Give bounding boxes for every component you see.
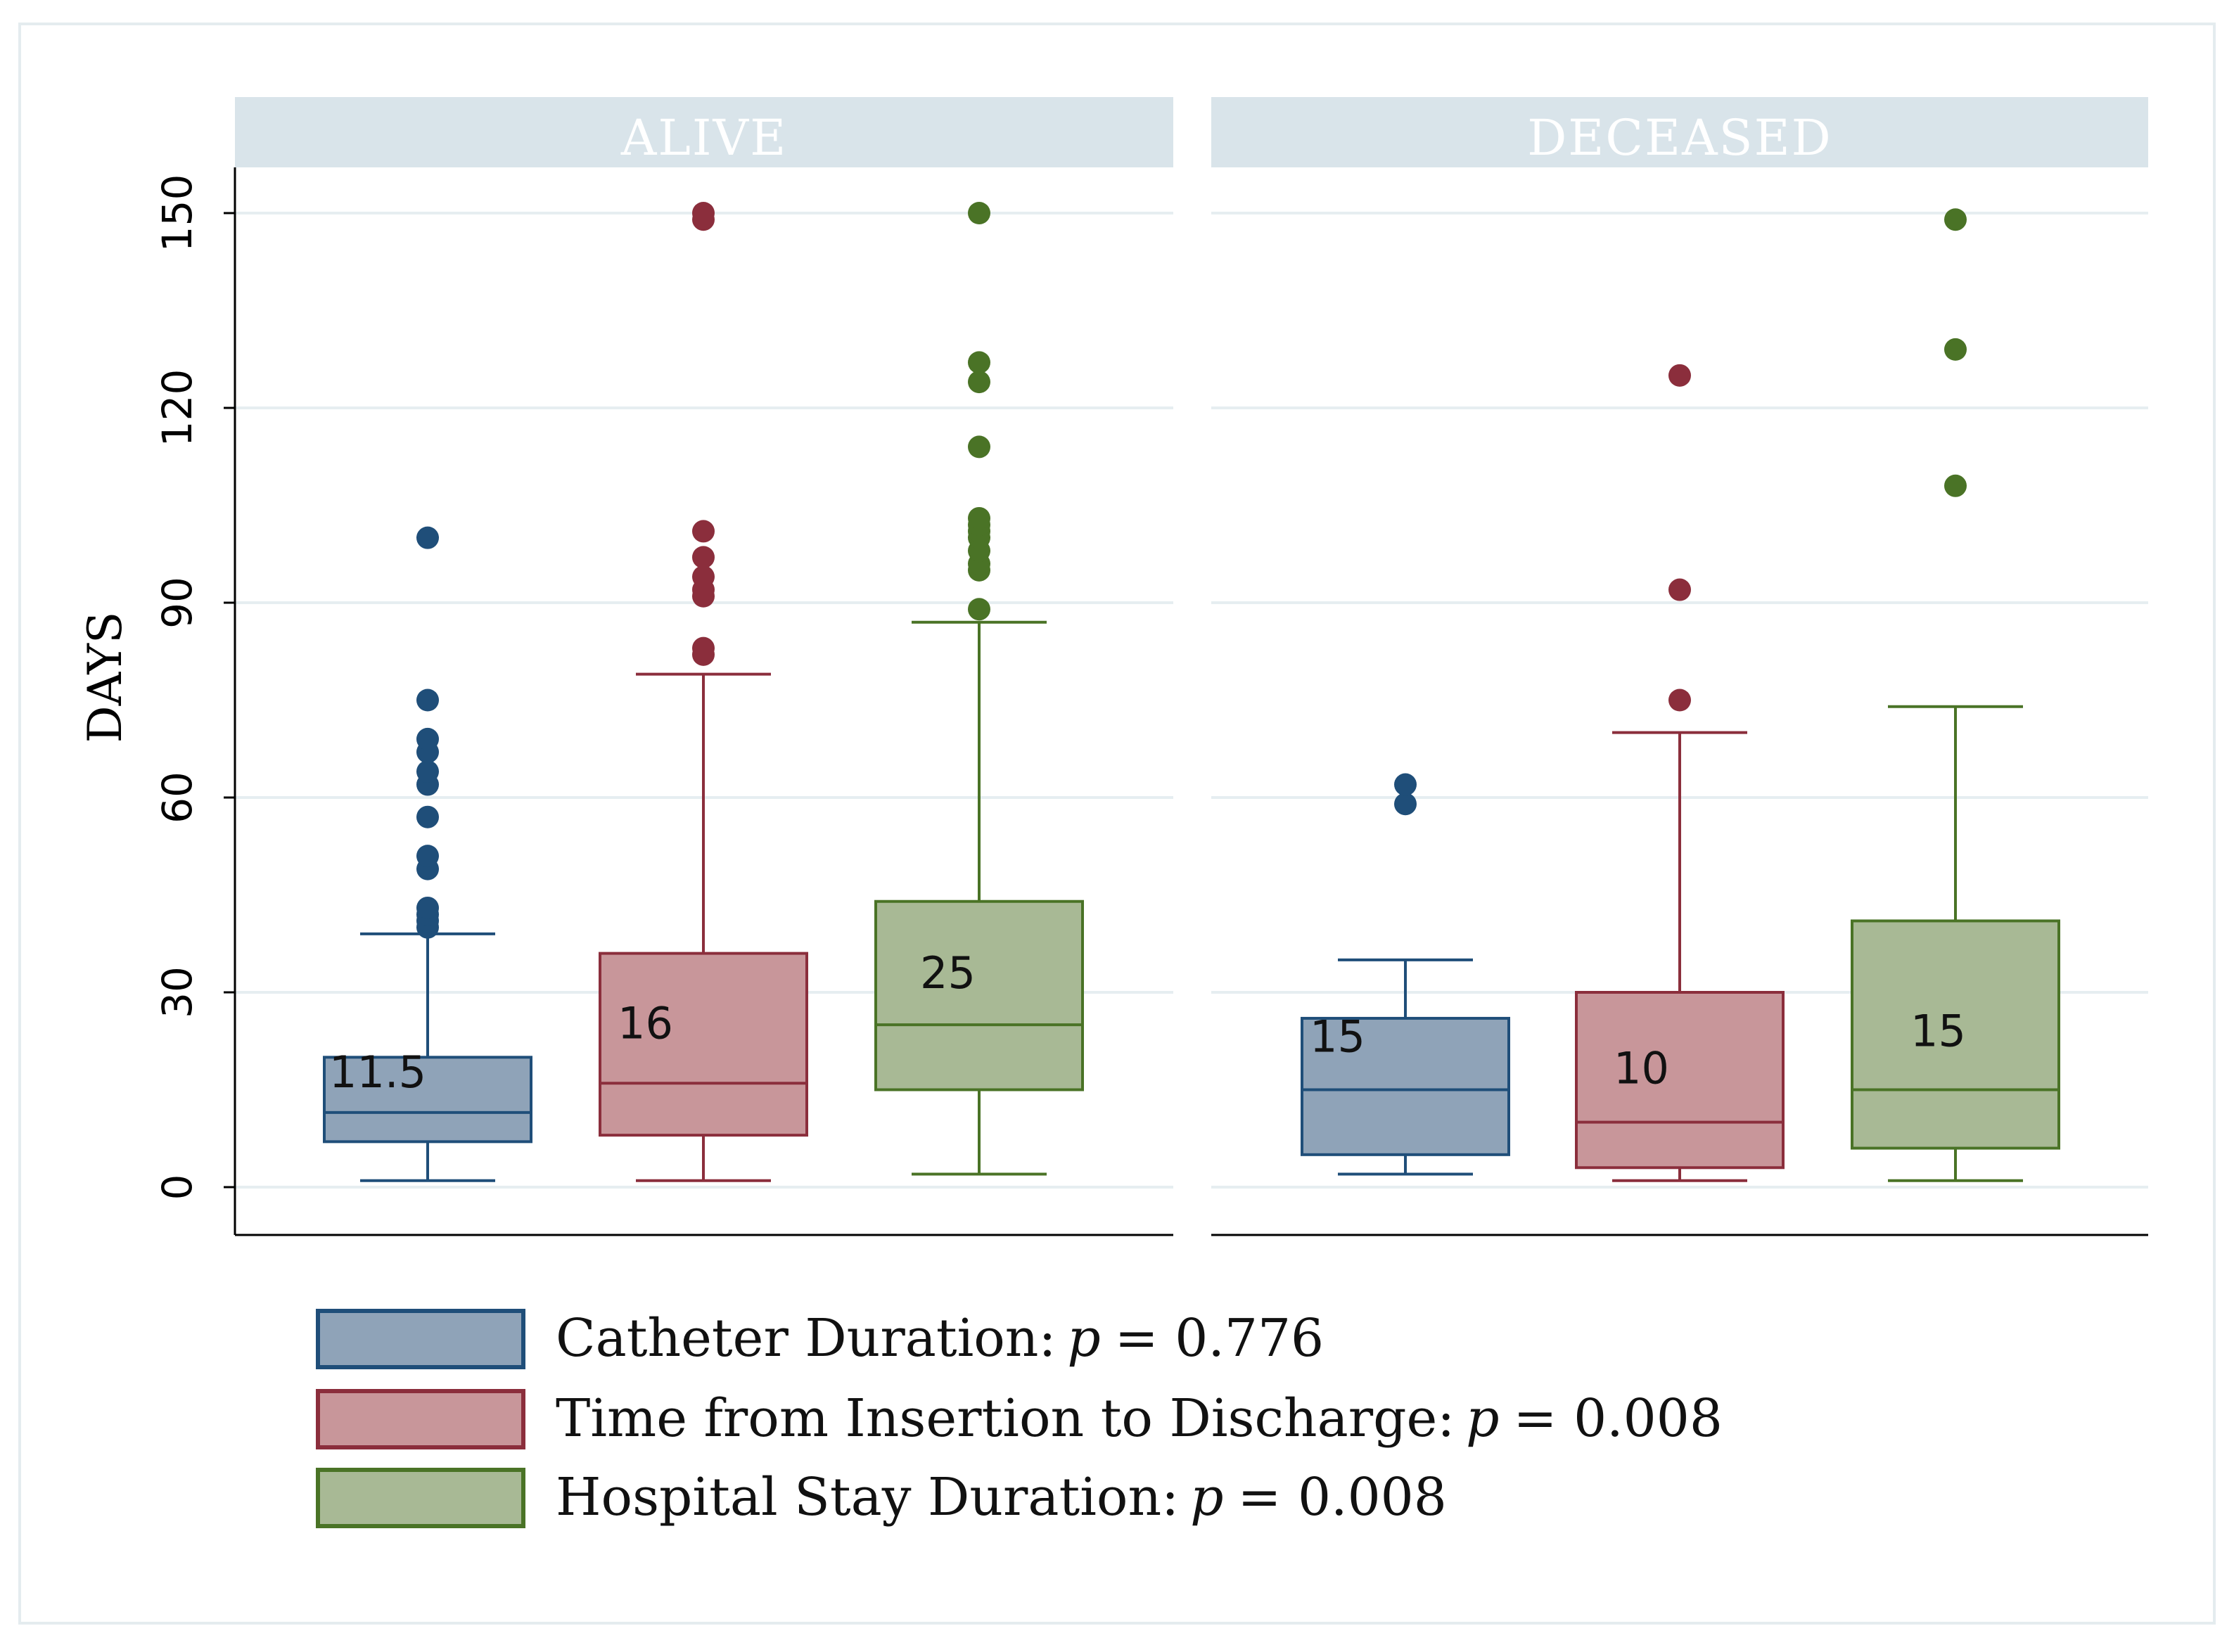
legend-series-name: Catheter Duration: xyxy=(556,1308,1056,1369)
iqr-box xyxy=(874,899,1084,1091)
legend-swatch-hospital xyxy=(316,1468,525,1528)
box-hospital: 25 xyxy=(874,202,1084,1176)
outlier-point xyxy=(1668,364,1691,387)
outlier-point xyxy=(416,689,439,712)
panel-deceased: DECEASED 15 10 15 xyxy=(1211,97,2148,1236)
y-tick-label: 60 xyxy=(153,771,201,824)
outlier-point xyxy=(416,845,439,868)
box-insertion: 16 xyxy=(599,202,808,1182)
panel-layer: ALIVE 11.5 16 25 DECEASED 15 10 15 xyxy=(235,97,2148,1236)
outlier-point xyxy=(1394,793,1417,816)
axis-layer: 0 30 60 90 120 150 DAYS xyxy=(78,167,236,1235)
box-catheter: 15 xyxy=(1301,773,1510,1176)
y-tick-label: 30 xyxy=(153,966,201,1018)
median-label: 10 xyxy=(1614,1043,1669,1094)
legend-p-value: = 0.008 xyxy=(1237,1467,1446,1528)
outlier-point xyxy=(968,435,990,459)
panel-strip-label: ALIVE xyxy=(620,109,787,167)
outer-frame xyxy=(18,23,2216,1625)
legend-swatch-insertion xyxy=(316,1389,525,1449)
outlier-point xyxy=(968,506,990,530)
outlier-point xyxy=(1668,578,1691,601)
legend-series-name: Hospital Stay Duration: xyxy=(556,1467,1179,1528)
legend-swatch-catheter xyxy=(316,1309,525,1369)
median-label: 15 xyxy=(1910,1006,1966,1057)
outlier-point xyxy=(692,546,715,569)
y-tick-label: 150 xyxy=(153,174,201,252)
outlier-point xyxy=(1944,474,1967,497)
median-label: 15 xyxy=(1310,1011,1365,1063)
iqr-box xyxy=(323,1056,532,1144)
outlier-point xyxy=(416,896,439,919)
legend-p-value: = 0.008 xyxy=(1514,1388,1723,1449)
y-tick-label: 0 xyxy=(153,1174,201,1200)
legend-p-symbol: p xyxy=(1466,1388,1499,1449)
legend-entry-hospital: Hospital Stay Duration: p = 0.008 xyxy=(556,1467,1447,1528)
iqr-box xyxy=(1575,991,1785,1170)
median-label: 11.5 xyxy=(329,1046,426,1098)
iqr-box xyxy=(1301,1016,1510,1156)
legend-entry-insertion: Time from Insertion to Discharge: p = 0.00… xyxy=(556,1388,1723,1449)
box-hospital: 15 xyxy=(1851,208,2060,1182)
outlier-point xyxy=(416,727,439,750)
y-axis-title: DAYS xyxy=(78,612,132,743)
outlier-point xyxy=(968,371,990,394)
iqr-box xyxy=(1851,919,2060,1150)
box-catheter: 11.5 xyxy=(323,526,532,1182)
panel-alive: ALIVE 11.5 16 25 xyxy=(235,97,1173,1236)
legend-p-symbol: p xyxy=(1190,1467,1223,1528)
legend-p-value: = 0.776 xyxy=(1115,1308,1324,1369)
legend-entry-catheter: Catheter Duration: p = 0.776 xyxy=(556,1308,1324,1369)
outlier-point xyxy=(416,760,439,783)
outlier-point xyxy=(692,202,715,224)
panel-strip xyxy=(1211,97,2148,167)
outlier-point xyxy=(416,526,439,549)
outlier-point xyxy=(1668,689,1691,712)
outlier-point xyxy=(692,565,715,589)
outlier-point xyxy=(692,520,715,543)
outlier-point xyxy=(416,805,439,828)
outlier-point xyxy=(968,202,990,224)
outlier-point xyxy=(692,636,715,660)
panel-strip-label: DECEASED xyxy=(1527,109,1832,167)
median-label: 16 xyxy=(618,997,673,1049)
y-tick-label: 120 xyxy=(153,369,201,447)
outlier-point xyxy=(1394,773,1417,796)
median-label: 25 xyxy=(920,947,976,999)
iqr-box xyxy=(599,952,808,1137)
outlier-point xyxy=(1944,338,1967,361)
box-insertion: 10 xyxy=(1575,364,1785,1182)
y-tick-label: 90 xyxy=(153,577,201,629)
panel-strip xyxy=(235,97,1173,167)
legend-p-symbol: p xyxy=(1067,1308,1100,1369)
legend-series-name: Time from Insertion to Discharge: xyxy=(556,1388,1455,1449)
outlier-point xyxy=(968,351,990,374)
outlier-point xyxy=(968,598,990,621)
outlier-point xyxy=(1944,208,1967,231)
